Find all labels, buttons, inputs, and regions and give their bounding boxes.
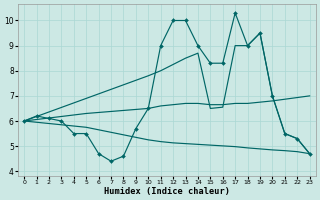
X-axis label: Humidex (Indice chaleur): Humidex (Indice chaleur) (104, 187, 230, 196)
